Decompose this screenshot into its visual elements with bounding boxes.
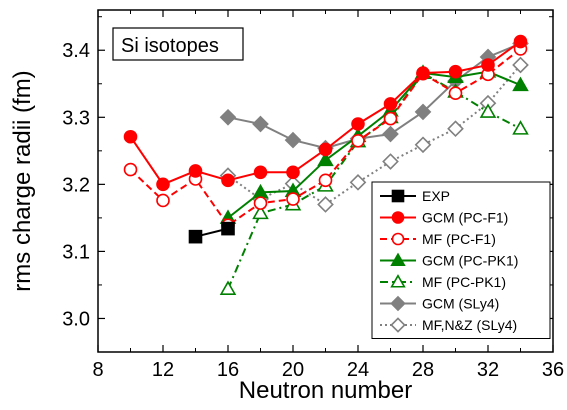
data-point-mf-pc-f1 (448, 86, 463, 100)
y-axis-label: rms charge radii (fm) (9, 70, 36, 291)
legend-marker-exp (391, 189, 405, 203)
data-point-mf-n-z-sly4 (447, 120, 464, 138)
legend-label-mf-n-z-sly4: MF,N&Z (SLy4) (422, 317, 517, 333)
data-point-gcm-pc-f1 (383, 97, 398, 111)
legend-marker-mf-n-z-sly4 (390, 317, 406, 333)
data-point-mf-pc-f1 (351, 133, 365, 148)
x-tick-label: 32 (477, 359, 499, 381)
legend-label-gcm-sly4: GCM (SLy4) (422, 296, 499, 312)
data-point-mf-pc-pk1 (512, 120, 529, 135)
data-point-gcm-sly4 (414, 103, 432, 121)
y-tick-label: 3.3 (62, 107, 90, 129)
series-layer (123, 34, 529, 295)
series-gcm-pc-f1 (123, 34, 528, 192)
y-tick-label: 3.2 (62, 174, 90, 196)
legend-label-exp: EXP (422, 188, 450, 204)
data-point-gcm-pc-f1 (286, 165, 300, 180)
y-tick-label: 3.1 (62, 241, 90, 263)
series-exp (188, 221, 235, 244)
y-tick-label: 3.4 (62, 40, 90, 62)
data-point-mf-pc-f1 (383, 111, 398, 126)
data-point-mf-pc-f1 (286, 192, 300, 206)
data-point-exp (221, 221, 235, 236)
legend-marker-mf-pc-pk1 (390, 274, 406, 288)
data-point-gcm-pc-f1 (481, 58, 495, 72)
data-point-mf-pc-pk1 (252, 204, 269, 220)
x-tick-label: 8 (92, 359, 103, 381)
data-point-exp (188, 229, 203, 244)
data-point-gcm-pc-f1 (318, 142, 333, 157)
series-line-gcm-sly4 (227, 42, 521, 150)
panel-label-box: Si isotopes (112, 27, 244, 61)
legend: EXP GCM (PC-F1) MF (PC-F1) GCM (PC-PK1) MF (… (371, 181, 551, 339)
data-point-mf-pc-f1 (318, 173, 333, 188)
data-point-mf-n-z-sly4 (512, 56, 529, 74)
x-tick-label: 24 (347, 359, 369, 381)
data-point-mf-n-z-sly4 (349, 174, 367, 191)
x-tick-label: 36 (542, 359, 564, 381)
legend-label-mf-pc-f1: MF (PC-F1) (422, 231, 496, 247)
panel-label-frame (112, 27, 244, 61)
panel-label: Si isotopes (121, 35, 219, 57)
data-point-gcm-sly4 (284, 131, 302, 149)
data-point-gcm-pc-pk1 (512, 76, 529, 92)
data-point-mf-pc-pk1 (219, 280, 237, 295)
series-gcm-sly4 (219, 35, 529, 157)
data-point-mf-n-z-sly4 (414, 136, 432, 154)
data-point-gcm-sly4 (219, 108, 237, 126)
x-tick-label: 20 (282, 359, 304, 381)
data-point-mf-n-z-sly4 (317, 196, 334, 213)
data-point-mf-pc-f1 (253, 196, 268, 210)
axis-ticks: 8 12 16 20 24 28 32 36 3.0 3.1 3.2 3.3 3.4 (62, 10, 564, 381)
x-tick-label: 28 (412, 359, 434, 381)
data-point-gcm-pc-f1 (416, 66, 430, 80)
y-tick-label: 3.0 (62, 308, 90, 330)
data-point-gcm-pc-f1 (156, 177, 170, 192)
series-line-mf-n-z-sly4 (227, 64, 522, 206)
data-point-gcm-sly4 (382, 125, 399, 143)
data-point-gcm-pc-f1 (513, 34, 528, 49)
data-point-gcm-pc-f1 (253, 165, 268, 180)
series-line-gcm-pc-pk1 (227, 70, 521, 219)
data-point-gcm-pc-pk1 (317, 151, 334, 167)
data-point-gcm-pc-f1 (221, 173, 235, 188)
data-point-mf-pc-pk1 (479, 103, 497, 118)
legend-label-gcm-pc-f1: GCM (PC-F1) (422, 210, 508, 226)
data-point-gcm-pc-f1 (188, 164, 203, 178)
data-point-gcm-pc-f1 (351, 117, 365, 131)
legend-label-mf-pc-pk1: MF (PC-PK1) (422, 274, 506, 290)
x-tick-label: 12 (152, 359, 174, 381)
x-axis-label: Neutron number (239, 377, 412, 404)
data-point-gcm-pc-f1 (123, 129, 138, 144)
data-point-mf-pc-f1 (156, 193, 170, 208)
legend-marker-mf-pc-f1 (391, 232, 405, 246)
data-point-mf-n-z-sly4 (382, 153, 399, 170)
data-point-gcm-pc-f1 (448, 64, 463, 79)
x-tick-label: 16 (217, 359, 239, 381)
data-point-mf-pc-f1 (123, 162, 138, 177)
legend-frame (371, 181, 551, 339)
legend-label-gcm-pc-pk1: GCM (PC-PK1) (422, 253, 518, 269)
legend-marker-gcm-sly4 (390, 295, 406, 312)
legend-marker-gcm-pc-f1 (391, 211, 405, 224)
data-point-gcm-sly4 (252, 115, 269, 133)
legend-marker-gcm-pc-pk1 (390, 252, 406, 267)
